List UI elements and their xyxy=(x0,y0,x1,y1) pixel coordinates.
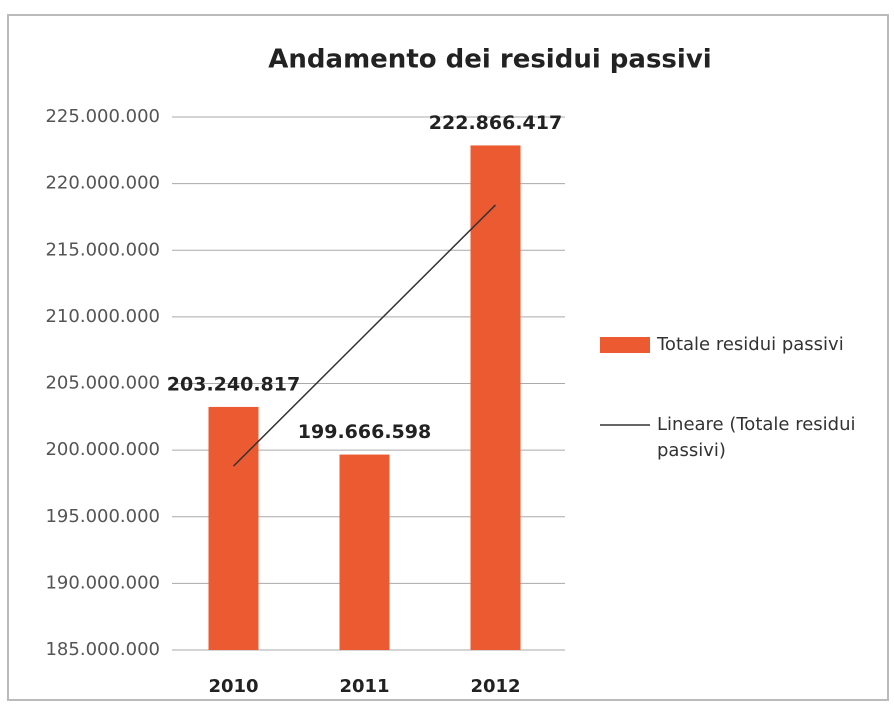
y-tick-label: 205.000.000 xyxy=(45,373,160,394)
legend-swatch xyxy=(600,337,650,353)
chart-title: Andamento dei residui passivi xyxy=(268,45,711,75)
data-label: 199.666.598 xyxy=(298,421,431,443)
x-tick-label: 2010 xyxy=(208,676,258,697)
y-tick-label: 210.000.000 xyxy=(45,306,160,327)
legend-label: Lineare (Totale residui passivi) xyxy=(657,414,856,461)
bar xyxy=(339,454,390,650)
y-tick-label: 190.000.000 xyxy=(45,572,160,593)
bar xyxy=(470,145,521,650)
trend-line xyxy=(232,204,497,467)
data-label: 222.866.417 xyxy=(429,112,562,134)
chart-frame xyxy=(7,14,889,701)
x-tick-label: 2012 xyxy=(470,676,520,697)
bar xyxy=(208,406,259,650)
y-tick-label: 185.000.000 xyxy=(45,639,160,660)
y-tick-label: 220.000.000 xyxy=(45,173,160,194)
data-label: 203.240.817 xyxy=(167,373,300,395)
y-tick-label: 200.000.000 xyxy=(45,439,160,460)
y-tick-label: 225.000.000 xyxy=(45,106,160,127)
x-tick-label: 2011 xyxy=(339,676,389,697)
y-tick-label: 195.000.000 xyxy=(45,506,160,527)
y-tick-label: 215.000.000 xyxy=(45,239,160,260)
legend-label: Totale residui passivi xyxy=(657,334,844,355)
